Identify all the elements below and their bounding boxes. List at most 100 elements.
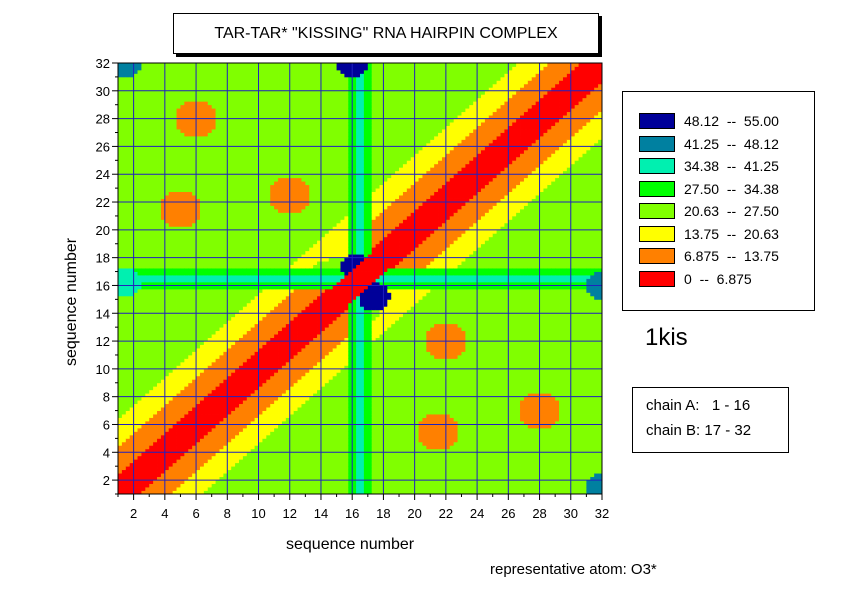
heatmap-cell xyxy=(239,191,244,196)
heatmap-cell xyxy=(258,417,263,422)
heatmap-cell xyxy=(219,254,224,259)
heatmap-cell xyxy=(133,469,138,474)
heatmap-cell xyxy=(196,292,201,297)
heatmap-cell xyxy=(231,261,236,265)
heatmap-cell xyxy=(239,459,244,464)
heatmap-cell xyxy=(211,386,216,391)
heatmap-cell xyxy=(242,292,248,297)
heatmap-cell xyxy=(188,473,193,478)
heatmap-cell xyxy=(145,76,150,81)
heatmap-cell xyxy=(118,76,123,81)
heatmap-cell xyxy=(258,139,263,144)
heatmap-cell xyxy=(258,431,263,436)
heatmap-cell xyxy=(145,125,150,130)
heatmap-cell xyxy=(239,111,244,116)
heatmap-cell xyxy=(172,295,177,300)
heatmap-cell xyxy=(223,122,228,126)
heatmap-cell xyxy=(199,215,205,220)
heatmap-cell xyxy=(196,215,201,220)
heatmap-cell xyxy=(231,313,236,318)
heatmap-cell xyxy=(270,76,275,81)
heatmap-cell xyxy=(172,215,177,220)
heatmap-cell xyxy=(160,250,166,255)
heatmap-cell xyxy=(235,421,240,425)
heatmap-cell xyxy=(258,487,263,491)
heatmap-cell xyxy=(176,104,181,109)
heatmap-cell xyxy=(199,76,205,81)
heatmap-cell xyxy=(153,247,158,252)
heatmap-cell xyxy=(176,368,181,373)
heatmap-cell xyxy=(141,115,146,120)
heatmap-cell xyxy=(266,188,271,193)
heatmap-cell xyxy=(242,250,248,255)
heatmap-cell xyxy=(129,330,135,335)
heatmap-cell xyxy=(188,490,193,495)
heatmap-cell xyxy=(215,129,220,133)
heatmap-cell xyxy=(133,139,138,144)
heatmap-cell xyxy=(125,327,131,332)
heatmap-cell xyxy=(164,250,170,255)
heatmap-cell xyxy=(246,348,252,352)
heatmap-cell xyxy=(199,400,205,405)
heatmap-cell xyxy=(196,288,201,293)
heatmap-cell xyxy=(180,226,185,231)
heatmap-cell xyxy=(172,202,177,206)
heatmap-cell xyxy=(235,219,240,224)
heatmap-cell xyxy=(266,348,271,352)
heatmap-cell xyxy=(121,208,127,213)
heatmap-cell xyxy=(133,299,138,304)
heatmap-cell xyxy=(254,389,259,394)
heatmap-cell xyxy=(168,466,174,471)
heatmap-cell xyxy=(242,344,248,349)
heatmap-cell xyxy=(160,379,166,384)
heatmap-cell xyxy=(184,434,189,439)
heatmap-cell xyxy=(157,177,162,182)
heatmap-cell xyxy=(219,372,224,377)
heatmap-cell xyxy=(250,97,256,102)
heatmap-cell xyxy=(133,222,138,227)
heatmap-cell xyxy=(215,365,220,370)
heatmap-cell xyxy=(196,379,201,384)
heatmap-cell xyxy=(125,455,131,460)
heatmap-cell xyxy=(157,118,162,123)
heatmap-cell xyxy=(246,480,252,484)
heatmap-cell xyxy=(254,271,259,276)
heatmap-cell xyxy=(250,288,256,293)
heatmap-cell xyxy=(270,375,275,380)
heatmap-cell xyxy=(239,487,244,491)
heatmap-cell xyxy=(258,212,263,217)
heatmap-cell xyxy=(137,320,142,325)
heatmap-cell xyxy=(227,243,232,248)
heatmap-cell xyxy=(250,184,256,189)
heatmap-cell xyxy=(258,490,263,495)
heatmap-cell xyxy=(157,87,162,92)
heatmap-cell xyxy=(227,434,232,439)
heatmap-cell xyxy=(270,483,275,488)
heatmap-cell xyxy=(164,142,170,147)
heatmap-cell xyxy=(184,344,189,349)
heatmap-cell xyxy=(211,330,216,335)
heatmap-cell xyxy=(157,480,162,484)
heatmap-cell xyxy=(145,264,150,269)
heatmap-cell xyxy=(262,271,267,276)
heatmap-cell xyxy=(153,320,158,325)
heatmap-cell xyxy=(246,462,252,467)
heatmap-cell xyxy=(231,452,236,457)
heatmap-cell xyxy=(188,323,193,328)
heatmap-cell xyxy=(242,261,248,265)
heatmap-cell xyxy=(172,341,177,345)
heatmap-cell xyxy=(149,261,154,265)
heatmap-cell xyxy=(254,414,259,418)
heatmap-cell xyxy=(121,320,127,325)
heatmap-cell xyxy=(149,80,154,85)
heatmap-cell xyxy=(254,337,259,342)
heatmap-cell xyxy=(184,90,189,95)
heatmap-cell xyxy=(246,135,252,140)
heatmap-cell xyxy=(207,208,213,213)
heatmap-cell xyxy=(118,365,123,370)
heatmap-cell xyxy=(219,295,224,300)
heatmap-cell xyxy=(176,309,181,314)
heatmap-cell xyxy=(239,195,244,199)
heatmap-cell xyxy=(184,97,189,102)
heatmap-cell xyxy=(203,135,209,140)
